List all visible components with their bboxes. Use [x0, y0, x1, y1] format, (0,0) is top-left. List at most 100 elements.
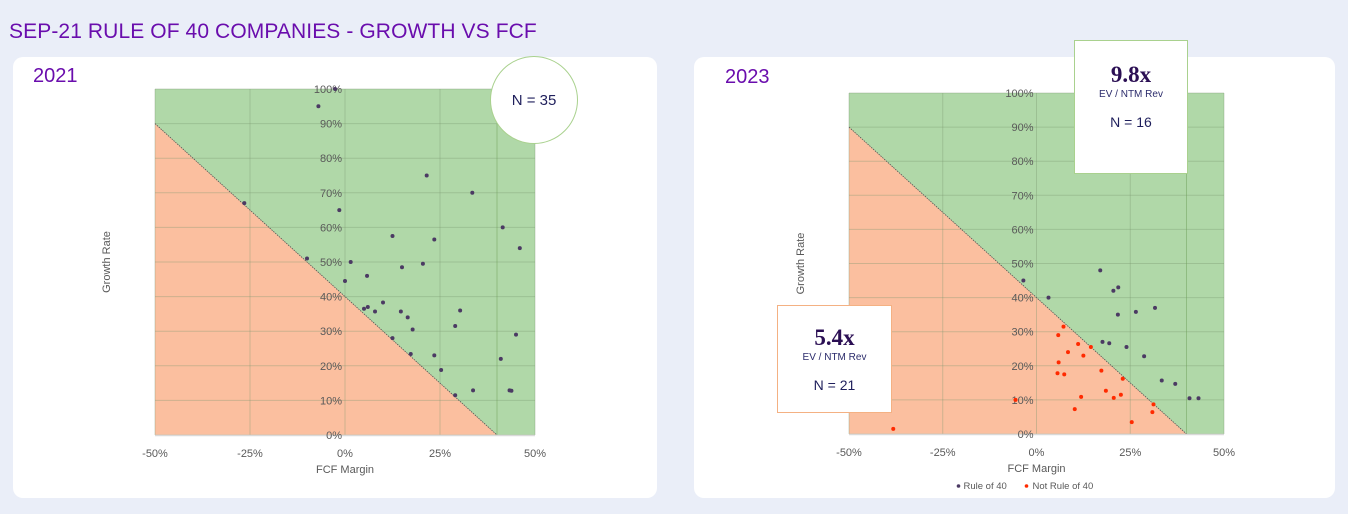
chart-card-2021: 2021 0% 10% 20% 30% 40% 50% 60% 70% 80% 90% 100% -5…: [13, 56, 657, 498]
chart-card-2023: 2023 0% 10% 20% 30% 40% 50% 60% 70% 80% 90% 100% -5…: [694, 57, 1335, 498]
rule-of-40-point: [1116, 285, 1121, 290]
rule-of-40-point: [1111, 288, 1116, 293]
not-rule-of-40-metric: EV / NTM Rev: [802, 352, 867, 363]
rule-of-40-point: [1153, 305, 1157, 310]
sample-size-label: N = 35: [511, 91, 557, 109]
not-rule-of-40-point: [1120, 376, 1125, 381]
rule-of-40-line: [154, 123, 498, 436]
y-tick-label: 70%: [1011, 190, 1033, 202]
not-rule-of-40-point: [1151, 402, 1156, 407]
not-rule-of-40-point: [1079, 394, 1084, 399]
not-rule-of-40-point: [1088, 345, 1093, 350]
rule-of-40-point: [470, 190, 475, 195]
y-tick-label: 50%: [320, 257, 342, 269]
not-rule-of-40-point: [1076, 341, 1081, 346]
y-tick-label: 20%: [320, 361, 342, 373]
y-tick-label: 70%: [320, 188, 342, 200]
rule-of-40-point: [453, 324, 458, 329]
rule-of-40-point: [424, 173, 429, 178]
y-tick-label: 80%: [320, 153, 342, 165]
rule-of-40-point: [453, 393, 458, 398]
not-rule-of-40-multiple: 5.4x: [814, 325, 855, 350]
rule-of-40-point: [514, 332, 518, 337]
page-title: SEP-21 RULE OF 40 COMPANIES - GROWTH VS …: [9, 20, 537, 43]
not-rule-of-40-region: [849, 127, 1187, 434]
y-tick-label: 60%: [1011, 224, 1033, 236]
not-rule-of-40-valuation-box: 5.4x EV / NTM Rev N = 21: [777, 305, 892, 413]
rule-of-40-point: [432, 353, 437, 358]
rule-of-40-point: [398, 309, 403, 314]
y-tick-label: 0%: [326, 430, 342, 442]
not-rule-of-40-point: [1062, 372, 1067, 377]
x-axis-label: FCF Margin: [1007, 463, 1065, 475]
y-tick-label: 100%: [1005, 88, 1033, 100]
rule-of-40-line: [848, 126, 1187, 435]
x-axis-label: FCF Margin: [316, 464, 374, 476]
x-tick-label: -25%: [237, 448, 263, 460]
not-rule-of-40-point: [1118, 392, 1123, 397]
x-tick-label: 25%: [1119, 447, 1141, 459]
rule-of-40-point: [333, 87, 338, 91]
rule-of-40-point: [471, 388, 476, 393]
rule-of-40-point: [1098, 268, 1103, 273]
not-rule-of-40-point: [1013, 397, 1018, 402]
not-rule-of-40-point: [1061, 324, 1066, 329]
rule-of-40-point: [410, 327, 415, 332]
y-tick-label: 90%: [1011, 122, 1033, 134]
rule-of-40-point: [242, 201, 247, 206]
rule-of-40-multiple: 9.8x: [1110, 62, 1152, 87]
rule-of-40-point: [365, 304, 370, 309]
rule-of-40-point: [348, 260, 353, 264]
y-tick-label: 50%: [1011, 259, 1033, 271]
x-tick-label: 50%: [1213, 447, 1235, 459]
not-rule-of-40-point: [1066, 350, 1070, 355]
rule-of-40-point: [362, 306, 366, 311]
rule-of-40-metric: EV / NTM Rev: [1099, 89, 1163, 100]
rule-of-40-point: [1100, 339, 1105, 344]
rule-of-40-point: [498, 356, 503, 361]
not-rule-of-40-point: [1081, 353, 1086, 358]
rule-of-40-point: [373, 309, 378, 314]
rule-of-40-point: [390, 336, 395, 341]
not-rule-of-40-point: [1055, 371, 1060, 376]
rule-of-40-point: [316, 104, 321, 109]
y-tick-label: 40%: [1011, 293, 1033, 305]
not-rule-of-40-point: [1111, 395, 1116, 400]
rule-of-40-point: [1142, 354, 1147, 359]
rule-of-40-point: [343, 279, 347, 284]
rule-of-40-point: [365, 273, 370, 278]
x-tick-label: -25%: [930, 447, 956, 459]
rule-of-40-point: [1187, 396, 1192, 401]
y-tick-label: 10%: [1011, 395, 1033, 407]
y-tick-label: 0%: [1018, 429, 1034, 441]
y-tick-label: 80%: [1011, 156, 1033, 168]
y-tick-label: 30%: [1011, 327, 1033, 339]
x-tick-label: 0%: [337, 448, 353, 460]
rule-of-40-point: [1021, 278, 1026, 283]
y-tick-label: 30%: [320, 326, 342, 338]
rule-of-40-point: [1173, 381, 1178, 386]
chart-title-2023: 2023: [725, 66, 770, 88]
x-tick-label: 0%: [1029, 447, 1045, 459]
not-rule-of-40-point: [1056, 360, 1061, 365]
not-rule-of-40-point: [891, 426, 896, 431]
not-rule-of-40-point: [1129, 420, 1134, 425]
rule-of-40-point: [390, 234, 395, 239]
legend-label-not-rule-of-40: Not Rule of 40: [1033, 481, 1094, 492]
chart-title-2021: 2021: [33, 65, 78, 87]
y-tick-label: 10%: [320, 395, 342, 407]
not-rule-of-40-point: [1103, 388, 1108, 393]
rule-of-40-point: [400, 265, 404, 270]
rule-of-40-point: [500, 225, 505, 230]
rule-of-40-point: [381, 300, 385, 305]
not-rule-of-40-point: [1150, 410, 1155, 415]
sample-size-badge: N = 35: [490, 56, 578, 144]
not-rule-of-40-point: [1099, 368, 1104, 373]
rule-of-40-point: [432, 237, 437, 242]
y-tick-label: 60%: [320, 222, 342, 234]
rule-of-40-point: [1133, 309, 1138, 314]
rule-of-40-point: [439, 367, 444, 372]
scatter-chart-2021: 0% 10% 20% 30% 40% 50% 60% 70% 80% 90% 100% -50% -25…: [101, 84, 546, 476]
not-rule-of-40-count: N = 21: [813, 377, 856, 393]
rule-of-40-point: [408, 352, 413, 357]
